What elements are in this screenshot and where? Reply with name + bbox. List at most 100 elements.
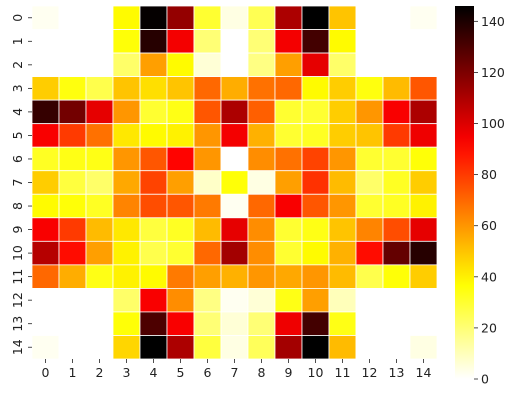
- heatmap-cell: [166, 217, 195, 242]
- heatmap-cell: [328, 335, 357, 360]
- heatmap-cell: [58, 335, 87, 360]
- heatmap-cell: [409, 193, 438, 219]
- heatmap-cell: [85, 146, 114, 172]
- heatmap-cell: [112, 76, 141, 101]
- heatmap-cell: [58, 287, 87, 313]
- heatmap-cell: [409, 5, 438, 30]
- heatmap-cell: [409, 99, 438, 125]
- x-tick-label: 8: [258, 365, 266, 380]
- heatmap-cell: [58, 217, 87, 242]
- heatmap-cell: [58, 311, 87, 336]
- heatmap-cell: [274, 170, 303, 195]
- heatmap-cell: [409, 76, 438, 101]
- heatmap-cell: [166, 311, 195, 336]
- heatmap-cell: [31, 99, 60, 125]
- y-tick-label: 6: [10, 155, 25, 163]
- heatmap-cell: [166, 29, 195, 54]
- heatmap-cell: [31, 76, 60, 101]
- heatmap-cell: [301, 52, 330, 78]
- heatmap-cell: [328, 264, 357, 289]
- heatmap-cell: [328, 52, 357, 78]
- heatmap-cell: [355, 52, 384, 78]
- heatmap-cell: [139, 52, 168, 78]
- heatmap-cell: [301, 76, 330, 101]
- heatmap-cell: [85, 287, 114, 313]
- heatmap-cell: [85, 76, 114, 101]
- heatmap-cell: [409, 240, 438, 266]
- heatmap-cell: [220, 335, 249, 360]
- y-tick-label: 3: [10, 84, 25, 92]
- heatmap-cell: [220, 217, 249, 242]
- heatmap-cell: [355, 287, 384, 313]
- heatmap-cell: [409, 52, 438, 78]
- heatmap-cell: [382, 264, 411, 289]
- heatmap-cell: [247, 5, 276, 30]
- heatmap-cell: [193, 287, 222, 313]
- heatmap-cell: [139, 170, 168, 195]
- heatmap-cell: [112, 264, 141, 289]
- heatmap-cell: [139, 335, 168, 360]
- heatmap-cell: [193, 170, 222, 195]
- heatmap-cell: [139, 287, 168, 313]
- heatmap-cell: [112, 170, 141, 195]
- heatmap-cell: [193, 52, 222, 78]
- heatmap-cell: [328, 146, 357, 172]
- heatmap-cell: [85, 311, 114, 336]
- heatmap-cell: [382, 311, 411, 336]
- heatmap-cell: [274, 5, 303, 30]
- heatmap-cell: [112, 193, 141, 219]
- colorbar-tick-label: 40: [481, 269, 497, 284]
- heatmap-cell: [31, 123, 60, 148]
- heatmap-cell: [58, 29, 87, 54]
- heatmap-cell: [301, 29, 330, 54]
- heatmap-cell: [355, 170, 384, 195]
- heatmap-cell: [274, 264, 303, 289]
- heatmap-cell: [220, 99, 249, 125]
- heatmap-cell: [382, 240, 411, 266]
- x-axis-ticks: 0 1 2 3 4 5 6 7 8 9 10 11 12 13 14: [42, 359, 432, 380]
- heatmap-cell: [247, 146, 276, 172]
- heatmap-cell: [85, 5, 114, 30]
- heatmap-cell: [31, 52, 60, 78]
- x-tick-label: 14: [416, 365, 432, 380]
- heatmap-cell: [247, 217, 276, 242]
- heatmap-cell: [382, 99, 411, 125]
- heatmap-cell: [31, 311, 60, 336]
- colorbar-tick-label: 20: [481, 320, 497, 335]
- heatmap-cell: [301, 193, 330, 219]
- heatmap-cell: [355, 217, 384, 242]
- heatmap-cell: [274, 123, 303, 148]
- heatmap-cell: [382, 52, 411, 78]
- heatmap-cell: [139, 264, 168, 289]
- heatmap-cell: [112, 99, 141, 125]
- heatmap-cell: [409, 217, 438, 242]
- heatmap-cell: [85, 335, 114, 360]
- heatmap-cell: [355, 335, 384, 360]
- heatmap-cell: [301, 287, 330, 313]
- y-tick-label: 13: [10, 316, 25, 332]
- heatmap-cell: [193, 76, 222, 101]
- heatmap-cell: [193, 240, 222, 266]
- heatmap-cell: [31, 170, 60, 195]
- heatmap-cell: [409, 264, 438, 289]
- heatmap-cell: [112, 311, 141, 336]
- heatmap-cells: [31, 5, 438, 360]
- heatmap-cell: [328, 29, 357, 54]
- heatmap-cell: [247, 335, 276, 360]
- y-tick-label: 10: [10, 245, 25, 261]
- heatmap-cell: [166, 123, 195, 148]
- heatmap-cell: [409, 311, 438, 336]
- heatmap-cell: [355, 264, 384, 289]
- heatmap-cell: [112, 287, 141, 313]
- heatmap-cell: [382, 217, 411, 242]
- colorbar-tick-label: 80: [481, 167, 497, 182]
- heatmap-cell: [247, 99, 276, 125]
- heatmap-cell: [31, 5, 60, 30]
- heatmap-cell: [139, 76, 168, 101]
- heatmap-cell: [220, 311, 249, 336]
- heatmap-cell: [193, 217, 222, 242]
- heatmap-cell: [301, 335, 330, 360]
- heatmap-cell: [85, 123, 114, 148]
- heatmap-cell: [328, 76, 357, 101]
- heatmap-cell: [166, 335, 195, 360]
